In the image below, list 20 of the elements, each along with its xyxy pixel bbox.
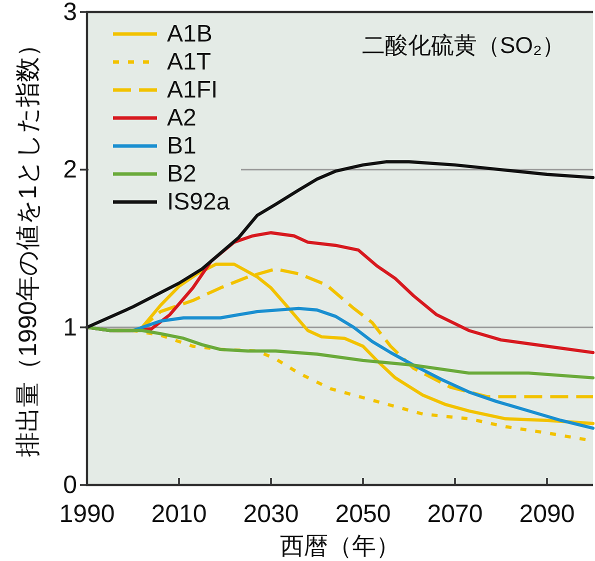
x-tick-label: 2050 [335, 500, 391, 528]
x-tick-label: 2070 [427, 500, 483, 528]
y-tick-label: 1 [63, 313, 77, 342]
legend-label: A1T [167, 48, 212, 76]
legend-label: IS92a [167, 188, 230, 216]
x-tick-label: 2030 [243, 500, 299, 528]
legend-label: A1FI [167, 76, 218, 104]
legend-label: A2 [167, 104, 196, 132]
x-axis-title: 西暦（年） [280, 533, 400, 560]
x-tick-label: 2090 [519, 500, 575, 528]
x-tick-label: 2010 [151, 500, 207, 528]
y-tick-label: 3 [63, 0, 77, 26]
text: 二酸化硫黄（SO₂） [362, 32, 565, 58]
y-tick-label: 2 [63, 156, 77, 184]
y-tick-label: 0 [63, 471, 77, 499]
legend-label: B2 [167, 160, 196, 188]
x-tick-label: 1990 [59, 500, 115, 528]
legend-label: B1 [167, 132, 196, 160]
y-axis-title: 排出量（1990年の値を1とした指数） [14, 32, 42, 457]
legend-label: A1B [167, 20, 212, 48]
